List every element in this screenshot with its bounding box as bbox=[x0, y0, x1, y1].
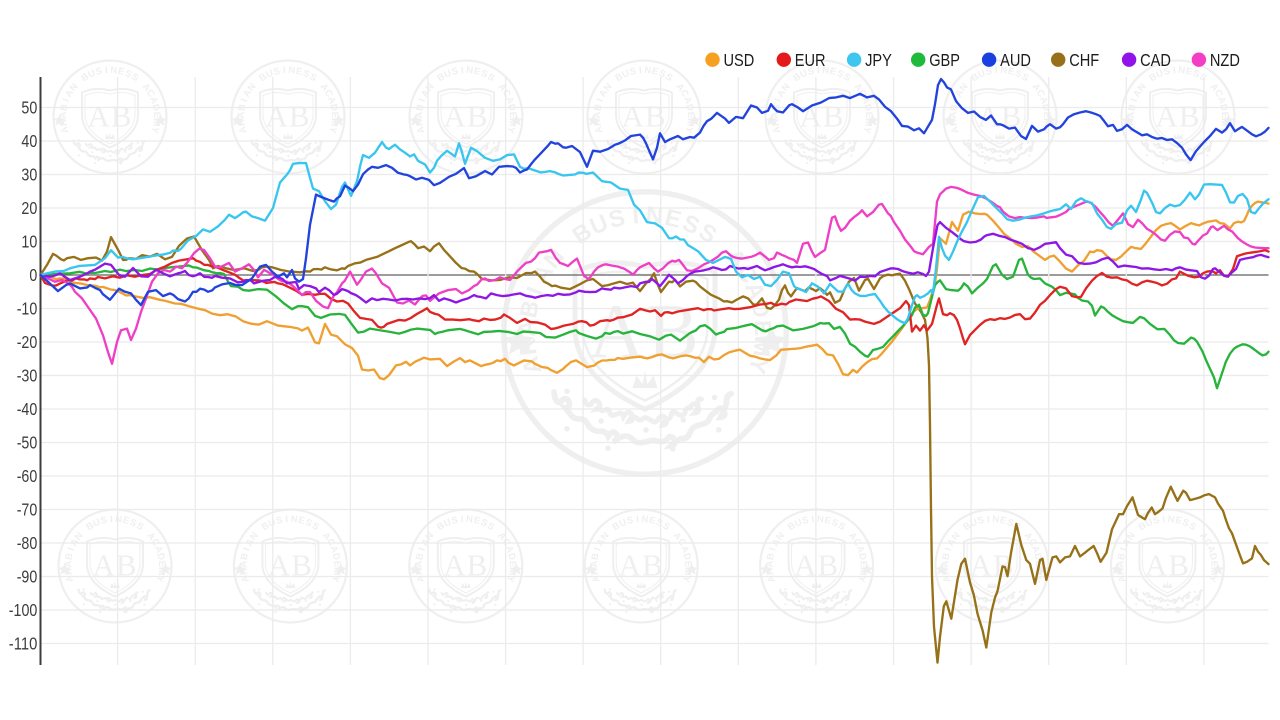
svg-text:JPY: JPY bbox=[865, 50, 892, 70]
svg-text:-30: -30 bbox=[17, 366, 38, 386]
svg-text:-80: -80 bbox=[17, 533, 38, 553]
svg-text:CHF: CHF bbox=[1069, 50, 1099, 70]
svg-text:-40: -40 bbox=[17, 399, 38, 419]
svg-text:-60: -60 bbox=[17, 466, 38, 486]
svg-text:20: 20 bbox=[21, 198, 37, 218]
svg-text:AUD: AUD bbox=[1000, 50, 1031, 70]
svg-text:40: 40 bbox=[21, 131, 37, 151]
svg-text:10: 10 bbox=[21, 232, 37, 252]
svg-text:-110: -110 bbox=[9, 634, 38, 654]
svg-text:NZD: NZD bbox=[1210, 50, 1240, 70]
svg-text:-90: -90 bbox=[17, 567, 38, 587]
svg-text:30: 30 bbox=[21, 165, 37, 185]
svg-text:-50: -50 bbox=[17, 433, 38, 453]
svg-text:CAD: CAD bbox=[1140, 50, 1171, 70]
svg-text:GBP: GBP bbox=[929, 50, 960, 70]
svg-text:-10: -10 bbox=[17, 299, 38, 319]
svg-text:50: 50 bbox=[21, 98, 37, 118]
svg-text:-20: -20 bbox=[17, 332, 38, 352]
svg-text:-100: -100 bbox=[9, 600, 38, 620]
svg-text:0: 0 bbox=[29, 265, 37, 285]
svg-text:USD: USD bbox=[724, 50, 755, 70]
svg-text:EUR: EUR bbox=[795, 50, 826, 70]
svg-text:-70: -70 bbox=[17, 500, 38, 520]
